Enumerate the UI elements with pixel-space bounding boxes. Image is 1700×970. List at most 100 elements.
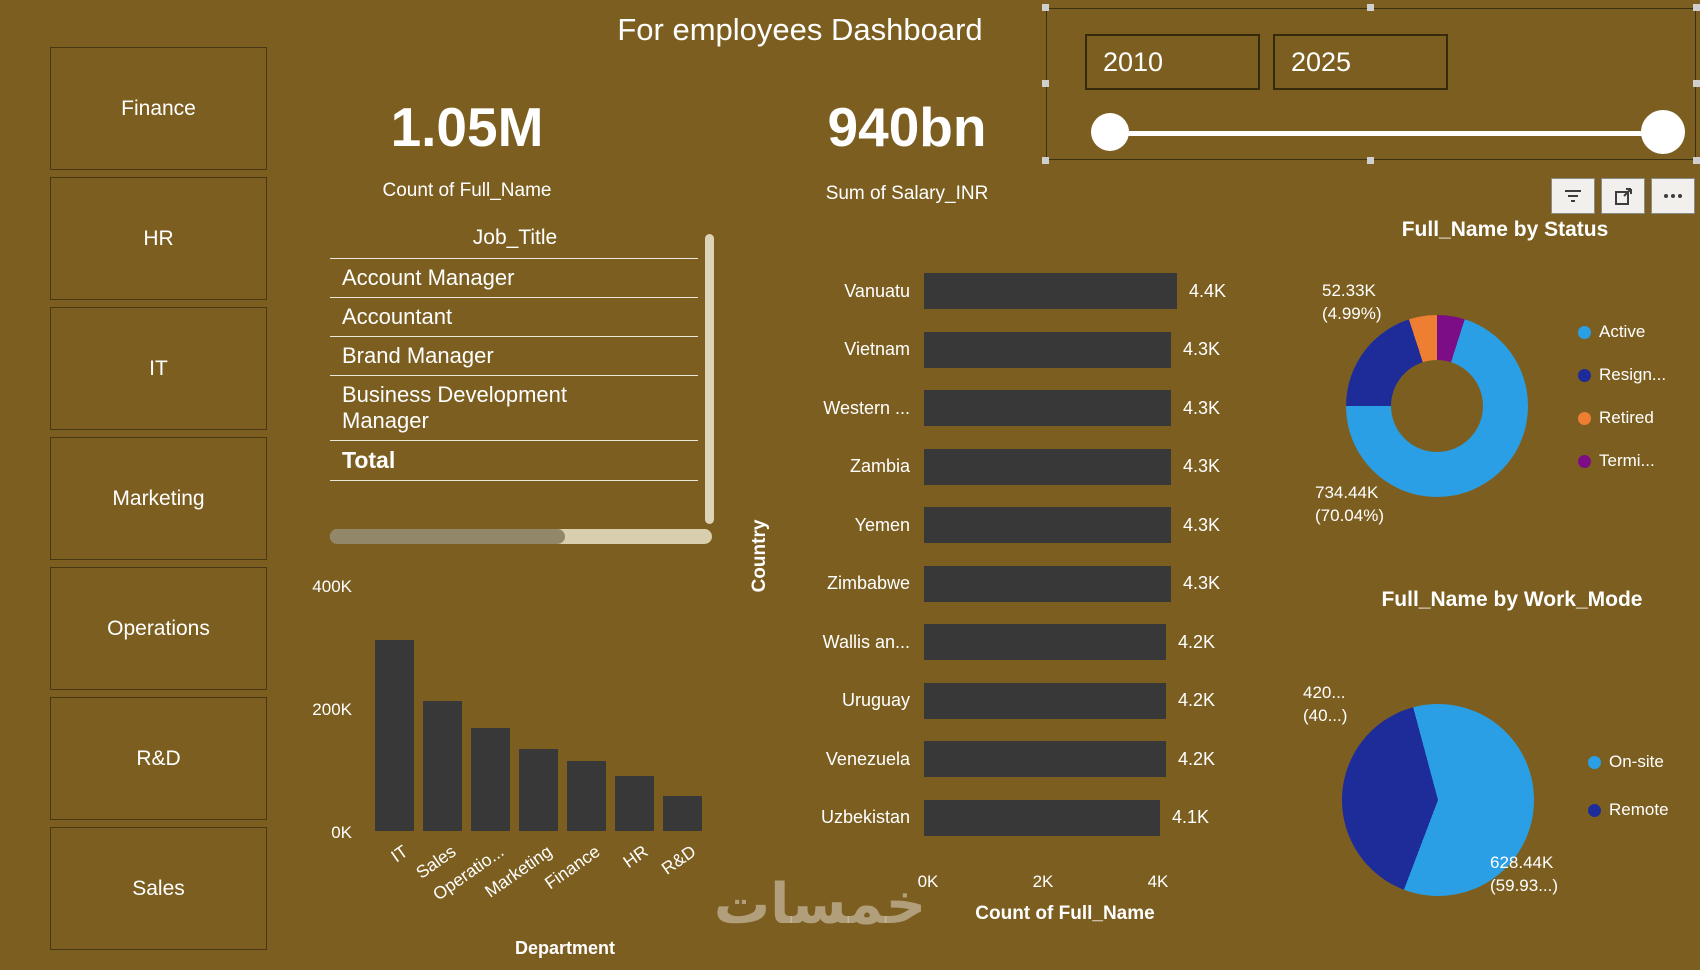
country-x-axis-title: Count of Full_Name bbox=[975, 903, 1155, 924]
job-title-list: Account Manager Accountant Brand Manager Bu… bbox=[330, 258, 698, 481]
country-row-vietnam: Vietnam 4.3K bbox=[758, 321, 1238, 380]
focus-mode-button[interactable] bbox=[1601, 178, 1645, 214]
status-legend-dot bbox=[1578, 368, 1591, 382]
status-legend-dot bbox=[1578, 325, 1591, 339]
country-label: Yemen bbox=[854, 514, 910, 535]
dept-bar-finance[interactable] bbox=[567, 761, 606, 831]
year-slider-knob-start[interactable] bbox=[1091, 113, 1129, 151]
dept-bar-r-d[interactable] bbox=[663, 796, 702, 831]
country-bar-vanuatu[interactable] bbox=[924, 273, 1177, 310]
year-start-input[interactable]: 2010 bbox=[1085, 34, 1260, 90]
sidebar-item-sales[interactable]: Sales bbox=[50, 827, 267, 950]
country-bar-western[interactable] bbox=[924, 390, 1171, 427]
country-bar-zambia[interactable] bbox=[924, 448, 1171, 485]
country-x-tick-label: 4K bbox=[1147, 872, 1169, 891]
more-options-button[interactable] bbox=[1651, 178, 1695, 214]
country-row-zambia: Zambia 4.3K bbox=[758, 438, 1238, 497]
country-label: Vietnam bbox=[844, 339, 910, 360]
job-title-horizontal-scrollbar[interactable] bbox=[330, 529, 712, 544]
country-row-venezuela: Venezuela 4.2K bbox=[758, 730, 1238, 789]
country-value-label: 4.3K bbox=[1183, 514, 1221, 535]
kpi-count-label: Count of Full_Name bbox=[382, 180, 552, 201]
country-bar-uruguay[interactable] bbox=[924, 682, 1166, 719]
workmode-callout-remote: 420... (40...) bbox=[1303, 682, 1347, 728]
selection-handle[interactable] bbox=[1042, 4, 1049, 11]
status-legend-termi[interactable]: Termi... bbox=[1578, 451, 1666, 471]
status-callout-retired: 52.33K (4.99%) bbox=[1322, 280, 1382, 326]
country-label: Zimbabwe bbox=[826, 573, 910, 594]
year-slider-knob-end[interactable] bbox=[1641, 110, 1685, 154]
status-legend-retired[interactable]: Retired bbox=[1578, 408, 1666, 428]
job-title-vertical-scrollbar[interactable] bbox=[705, 234, 714, 524]
callout-pct: (59.93...) bbox=[1490, 875, 1559, 895]
country-label: Western ... bbox=[823, 397, 910, 418]
sidebar-item-finance[interactable]: Finance bbox=[50, 47, 267, 170]
selection-handle[interactable] bbox=[1693, 80, 1700, 87]
selection-handle[interactable] bbox=[1367, 157, 1374, 164]
country-value-label: 4.3K bbox=[1183, 339, 1221, 360]
country-row-uruguay: Uruguay 4.2K bbox=[758, 672, 1238, 731]
sidebar-item-operations[interactable]: Operations bbox=[50, 567, 267, 690]
dept-bar-sales[interactable] bbox=[423, 701, 462, 831]
ellipsis-icon bbox=[1664, 194, 1682, 198]
workmode-pie-chart[interactable] bbox=[1342, 704, 1534, 896]
watermark: خمسات bbox=[713, 872, 927, 937]
sidebar-item-r-d[interactable]: R&D bbox=[50, 697, 267, 820]
workmode-legend-remote[interactable]: Remote bbox=[1588, 800, 1669, 820]
country-bar-zimbabwe[interactable] bbox=[924, 565, 1171, 602]
year-slider-track[interactable] bbox=[1109, 131, 1669, 136]
selection-handle[interactable] bbox=[1693, 157, 1700, 164]
country-value-label: 4.4K bbox=[1189, 280, 1227, 301]
selection-handle[interactable] bbox=[1367, 4, 1374, 11]
job-title-total: Total bbox=[330, 441, 698, 481]
filter-button[interactable] bbox=[1551, 178, 1595, 214]
sidebar-item-it[interactable]: IT bbox=[50, 307, 267, 430]
callout-value: 52.33K bbox=[1322, 281, 1376, 300]
dept-bar-operatio[interactable] bbox=[471, 728, 510, 831]
callout-pct: (70.04%) bbox=[1315, 505, 1384, 525]
selection-handle[interactable] bbox=[1042, 80, 1049, 87]
country-value-label: 4.2K bbox=[1178, 690, 1216, 711]
country-row-zimbabwe: Zimbabwe 4.3K bbox=[758, 555, 1238, 614]
job-title-option-business-development-manager[interactable]: Business Development Manager bbox=[330, 376, 698, 441]
status-chart-title: Full_Name by Status bbox=[1401, 218, 1609, 241]
dept-bar-it[interactable] bbox=[375, 640, 414, 831]
dept-bar-hr[interactable] bbox=[615, 776, 654, 831]
selection-handle[interactable] bbox=[1042, 157, 1049, 164]
selection-handle[interactable] bbox=[1693, 4, 1700, 11]
dept-y-tick-label: 0K bbox=[331, 823, 352, 842]
country-x-tick-label: 2K bbox=[1032, 872, 1054, 891]
country-bar-uzbekistan[interactable] bbox=[924, 799, 1160, 836]
country-row-yemen: Yemen 4.3K bbox=[758, 496, 1238, 555]
status-legend-active[interactable]: Active bbox=[1578, 322, 1666, 342]
country-row-uzbekistan: Uzbekistan 4.1K bbox=[758, 789, 1238, 848]
country-bar-vietnam[interactable] bbox=[924, 331, 1171, 368]
status-legend-label: Retired bbox=[1599, 408, 1654, 427]
status-legend-label: Active bbox=[1599, 322, 1646, 341]
dept-bar-marketing[interactable] bbox=[519, 749, 558, 831]
workmode-legend-on-site[interactable]: On-site bbox=[1588, 752, 1669, 772]
country-label: Vanuatu bbox=[844, 280, 910, 301]
country-value-label: 4.2K bbox=[1178, 631, 1216, 652]
country-label: Zambia bbox=[849, 456, 910, 477]
status-donut-chart[interactable] bbox=[1346, 315, 1528, 497]
status-legend-dot bbox=[1578, 454, 1591, 468]
job-title-option-brand-manager[interactable]: Brand Manager bbox=[330, 337, 698, 376]
sidebar-item-hr[interactable]: HR bbox=[50, 177, 267, 300]
status-legend-dot bbox=[1578, 411, 1591, 425]
workmode-legend-dot bbox=[1588, 803, 1601, 817]
country-bar-wallis-an[interactable] bbox=[924, 624, 1166, 661]
country-bar-venezuela[interactable] bbox=[924, 741, 1166, 778]
country-row-wallis-an: Wallis an... 4.2K bbox=[758, 613, 1238, 672]
country-bar-yemen[interactable] bbox=[924, 507, 1171, 544]
sidebar-item-marketing[interactable]: Marketing bbox=[50, 437, 267, 560]
kpi-salary-value: 940bn bbox=[827, 96, 987, 158]
status-legend-resign[interactable]: Resign... bbox=[1578, 365, 1666, 385]
year-end-input[interactable]: 2025 bbox=[1273, 34, 1448, 90]
country-label: Uruguay bbox=[841, 690, 910, 711]
scrollbar-thumb[interactable] bbox=[330, 529, 565, 544]
callout-pct: (4.99%) bbox=[1322, 303, 1382, 323]
job-title-option-account-manager[interactable]: Account Manager bbox=[330, 259, 698, 298]
job-title-option-accountant[interactable]: Accountant bbox=[330, 298, 698, 337]
